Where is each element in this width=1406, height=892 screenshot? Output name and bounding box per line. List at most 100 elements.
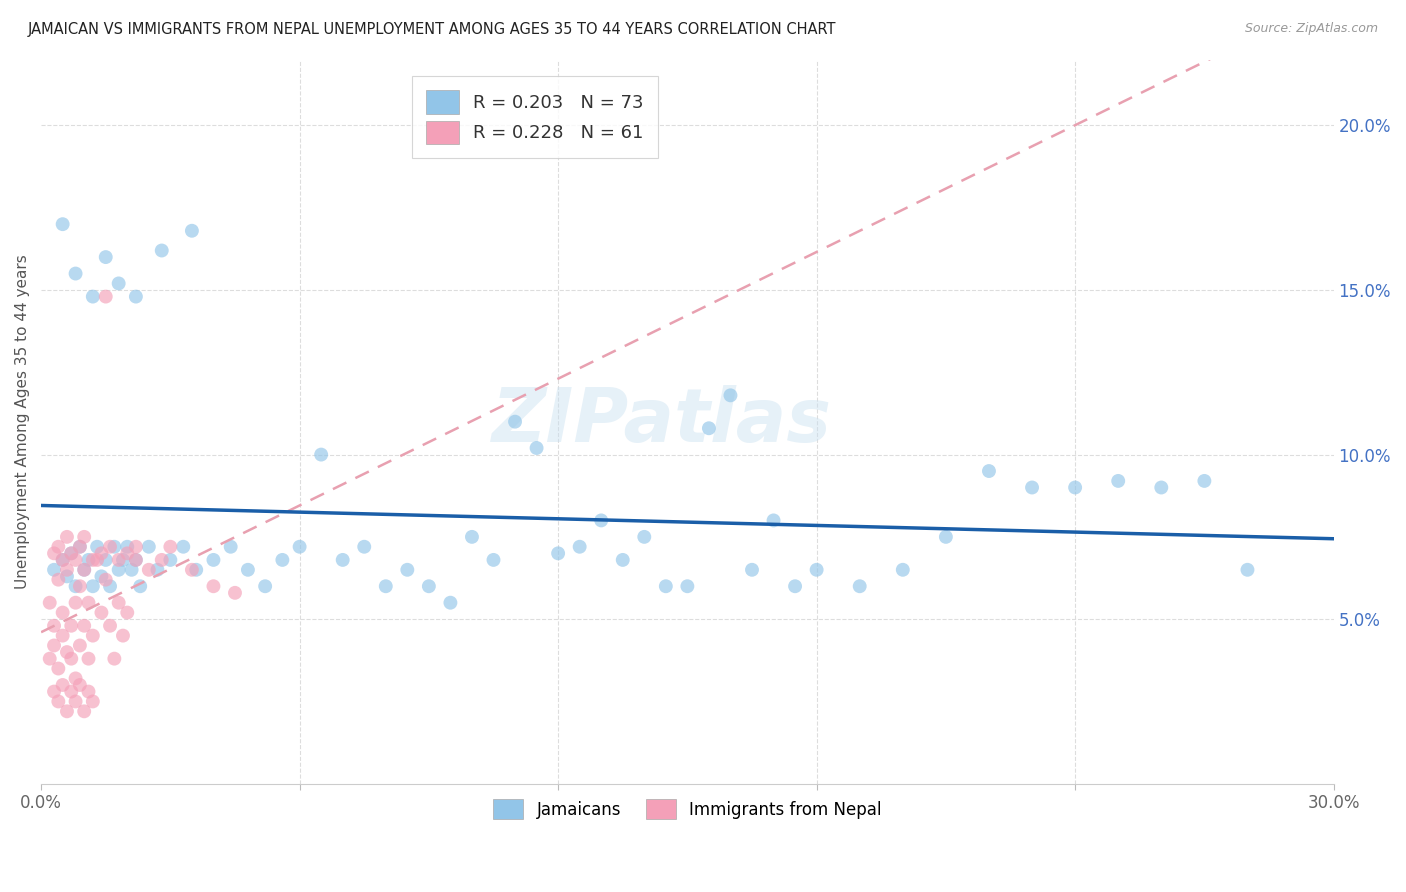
Point xyxy=(117,546,139,560)
Point xyxy=(720,388,742,402)
Point xyxy=(90,569,112,583)
Point xyxy=(98,579,121,593)
Point xyxy=(86,553,108,567)
Point xyxy=(52,678,75,692)
Point xyxy=(94,289,117,303)
Point xyxy=(69,639,91,653)
Point xyxy=(138,563,160,577)
Point xyxy=(94,573,117,587)
Point xyxy=(353,540,375,554)
Point xyxy=(633,530,655,544)
Point xyxy=(1236,563,1258,577)
Legend: Jamaicans, Immigrants from Nepal: Jamaicans, Immigrants from Nepal xyxy=(486,792,889,826)
Point xyxy=(60,546,83,560)
Point xyxy=(129,579,152,593)
Point xyxy=(107,563,129,577)
Point xyxy=(56,530,79,544)
Point xyxy=(77,596,100,610)
Point xyxy=(82,694,104,708)
Point xyxy=(439,596,461,610)
Point xyxy=(150,553,173,567)
Point xyxy=(482,553,505,567)
Point xyxy=(52,629,75,643)
Point xyxy=(676,579,699,593)
Point xyxy=(42,546,65,560)
Point xyxy=(65,267,87,281)
Point xyxy=(38,596,60,610)
Point xyxy=(69,678,91,692)
Point xyxy=(146,563,169,577)
Point xyxy=(46,540,69,554)
Point xyxy=(77,651,100,665)
Point xyxy=(977,464,1000,478)
Point xyxy=(309,448,332,462)
Point xyxy=(1194,474,1216,488)
Point xyxy=(60,546,83,560)
Point xyxy=(224,586,246,600)
Point xyxy=(65,596,87,610)
Point xyxy=(125,553,148,567)
Point xyxy=(52,217,75,231)
Point xyxy=(180,224,202,238)
Text: JAMAICAN VS IMMIGRANTS FROM NEPAL UNEMPLOYMENT AMONG AGES 35 TO 44 YEARS CORRELA: JAMAICAN VS IMMIGRANTS FROM NEPAL UNEMPL… xyxy=(28,22,837,37)
Point xyxy=(86,540,108,554)
Point xyxy=(125,540,148,554)
Point xyxy=(288,540,311,554)
Point xyxy=(655,579,678,593)
Point xyxy=(1150,481,1173,495)
Point xyxy=(1021,481,1043,495)
Point xyxy=(56,645,79,659)
Point xyxy=(60,684,83,698)
Point xyxy=(42,639,65,653)
Point xyxy=(56,569,79,583)
Point xyxy=(107,277,129,291)
Point xyxy=(271,553,294,567)
Point xyxy=(547,546,569,560)
Point xyxy=(94,250,117,264)
Point xyxy=(891,563,914,577)
Point xyxy=(103,651,125,665)
Point xyxy=(77,684,100,698)
Point xyxy=(52,606,75,620)
Point xyxy=(60,619,83,633)
Point xyxy=(180,563,202,577)
Point xyxy=(111,629,134,643)
Point xyxy=(56,563,79,577)
Point xyxy=(65,579,87,593)
Point xyxy=(73,704,96,718)
Point xyxy=(125,289,148,303)
Point xyxy=(42,563,65,577)
Point xyxy=(396,563,419,577)
Point xyxy=(46,694,69,708)
Point xyxy=(69,540,91,554)
Point xyxy=(697,421,720,435)
Point xyxy=(526,441,548,455)
Point xyxy=(98,540,121,554)
Point xyxy=(46,661,69,675)
Point xyxy=(65,672,87,686)
Point xyxy=(65,694,87,708)
Point xyxy=(56,704,79,718)
Text: ZIPatlas: ZIPatlas xyxy=(492,385,831,458)
Point xyxy=(138,540,160,554)
Point xyxy=(150,244,173,258)
Point xyxy=(254,579,277,593)
Point xyxy=(117,606,139,620)
Point xyxy=(73,563,96,577)
Point xyxy=(42,619,65,633)
Point xyxy=(612,553,634,567)
Point xyxy=(219,540,242,554)
Point xyxy=(69,579,91,593)
Point xyxy=(65,553,87,567)
Point xyxy=(69,540,91,554)
Point xyxy=(503,415,526,429)
Point xyxy=(202,579,225,593)
Point xyxy=(82,553,104,567)
Point xyxy=(236,563,259,577)
Point xyxy=(591,513,613,527)
Point xyxy=(935,530,957,544)
Point xyxy=(741,563,763,577)
Point xyxy=(202,553,225,567)
Point xyxy=(77,553,100,567)
Point xyxy=(52,553,75,567)
